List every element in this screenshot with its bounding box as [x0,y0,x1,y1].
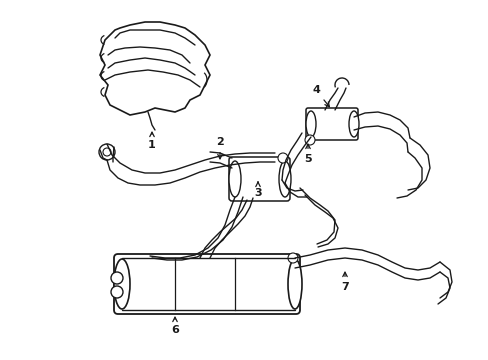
Text: 6: 6 [171,317,179,335]
Ellipse shape [279,161,290,197]
Text: 5: 5 [304,144,311,164]
Ellipse shape [228,161,241,197]
Circle shape [305,135,314,145]
Text: 1: 1 [148,132,156,150]
Polygon shape [100,22,209,115]
Ellipse shape [305,111,315,137]
FancyBboxPatch shape [305,108,357,140]
Circle shape [99,144,115,160]
Circle shape [287,253,297,263]
Circle shape [111,272,123,284]
FancyBboxPatch shape [114,254,299,314]
FancyBboxPatch shape [228,157,289,201]
Text: 4: 4 [311,85,329,107]
Ellipse shape [287,259,302,309]
Circle shape [278,153,287,163]
Ellipse shape [114,259,130,309]
Circle shape [103,148,111,156]
Text: 7: 7 [341,272,348,292]
Circle shape [111,286,123,298]
Text: 2: 2 [216,137,224,159]
Ellipse shape [348,111,358,137]
Text: 3: 3 [254,182,261,198]
